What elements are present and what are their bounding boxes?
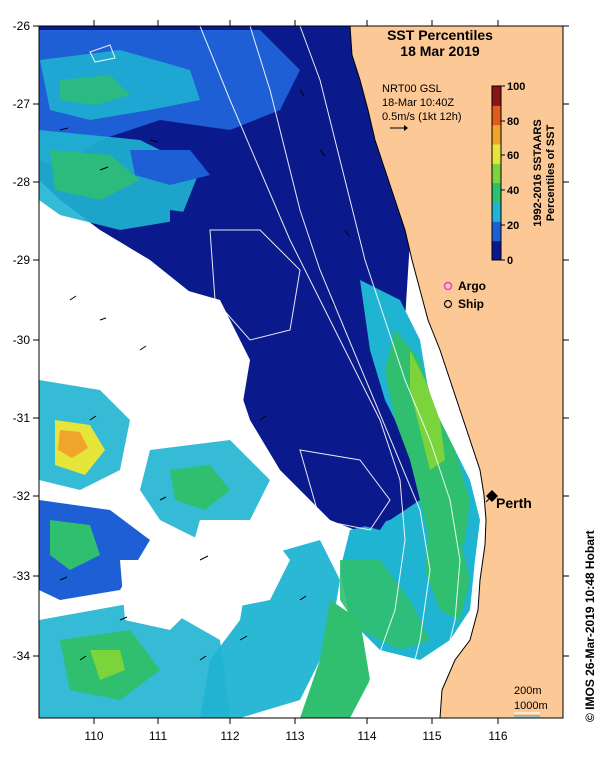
plot-area (39, 26, 563, 718)
x-tick-label: 115 (422, 729, 441, 743)
y-tick-label: -28 (13, 175, 31, 189)
scale-arrow-icon (390, 125, 408, 131)
currents-line3: 0.5m/s (1kt 12h) (382, 111, 461, 123)
colorbar-frame (491, 85, 502, 261)
x-tick-label: 113 (285, 729, 304, 743)
x-axis-ticks (93, 20, 499, 724)
colorbar-tick-label: 80 (507, 116, 519, 128)
ship-icon (443, 299, 453, 309)
sst-percentile-field (39, 26, 480, 718)
bathymetry-contours (89, 26, 461, 718)
credit-text: © IMOS 26-Mar-2019 10:48 Hobart (583, 530, 597, 722)
colorbar-segment (492, 221, 501, 242)
y-tick-label: -31 (13, 411, 31, 425)
colorbar-segment (492, 105, 501, 126)
colorbar-segment (492, 124, 501, 145)
land-mass (349, 26, 563, 718)
colorbar-title: 1992-2016 SSTAARS Percentiles of SST (532, 119, 557, 226)
current-vectors (59, 89, 350, 661)
title-line1: SST Percentiles (387, 27, 493, 43)
x-tick-label: 114 (357, 729, 376, 743)
colorbar-segment (492, 240, 501, 261)
argo-icon (443, 281, 453, 291)
colorbar-segment (492, 144, 501, 164)
colorbar-segment (492, 182, 501, 203)
y-axis-labels: -26 -27 -28 -29 -30 -31 -32 -33 -34 (13, 19, 31, 663)
title-line2: 18 Mar 2019 (400, 43, 480, 59)
y-tick-label: -30 (13, 333, 31, 347)
x-tick-label: 111 (149, 729, 168, 743)
colorbar-label-line2: Percentiles of SST (545, 124, 557, 221)
depth-legend: 200m 1000m (514, 685, 548, 717)
x-tick-label: 112 (220, 729, 239, 743)
x-tick-label: 116 (488, 729, 507, 743)
colorbar-tick-label: 20 (507, 220, 519, 232)
currents-line2: 18-Mar 10:40Z (382, 97, 454, 109)
y-tick-label: -34 (13, 649, 31, 663)
city-label-perth: Perth (496, 495, 532, 511)
y-tick-label: -32 (13, 489, 31, 503)
colorbar-segments (492, 86, 501, 261)
plot-frame (38, 25, 564, 719)
x-tick-label: 110 (84, 729, 103, 743)
y-tick-label: -29 (13, 253, 31, 267)
colorbar-segment (492, 202, 501, 222)
colorbar-ticks (501, 85, 505, 261)
colorbar-tick-label: 40 (507, 185, 519, 197)
colorbar-label-line1: 1992-2016 SSTAARS (532, 119, 544, 226)
colorbar-tick-label: 60 (507, 150, 519, 162)
colorbar-tick-label: 100 (507, 81, 525, 93)
depth-200m-label: 200m (514, 685, 542, 697)
currents-info: NRT00 GSL 18-Mar 10:40Z 0.5m/s (1kt 12h) (382, 83, 461, 123)
colorbar-segment (492, 163, 501, 184)
perth-marker (486, 490, 498, 502)
colorbar-segment (492, 86, 501, 106)
depth-1000m-label: 1000m (514, 700, 548, 712)
y-tick-label: -33 (13, 569, 31, 583)
colorbar-tick-label: 0 (507, 255, 513, 267)
marker-legend: Argo Ship (443, 279, 486, 311)
y-tick-label: -27 (13, 97, 31, 111)
colorbar-tick-labels: 100 80 60 40 20 0 (507, 81, 525, 267)
ship-label: Ship (458, 297, 484, 311)
y-tick-label: -26 (13, 19, 31, 33)
map-title: SST Percentiles 18 Mar 2019 (387, 27, 493, 59)
colorbar: 100 80 60 40 20 0 1992-2016 SSTAARS Perc… (491, 81, 557, 267)
currents-line1: NRT00 GSL (382, 83, 442, 95)
y-axis-ticks (33, 25, 569, 657)
x-axis-labels: 110 111 112 113 114 115 116 (84, 729, 507, 743)
argo-label: Argo (458, 279, 486, 293)
